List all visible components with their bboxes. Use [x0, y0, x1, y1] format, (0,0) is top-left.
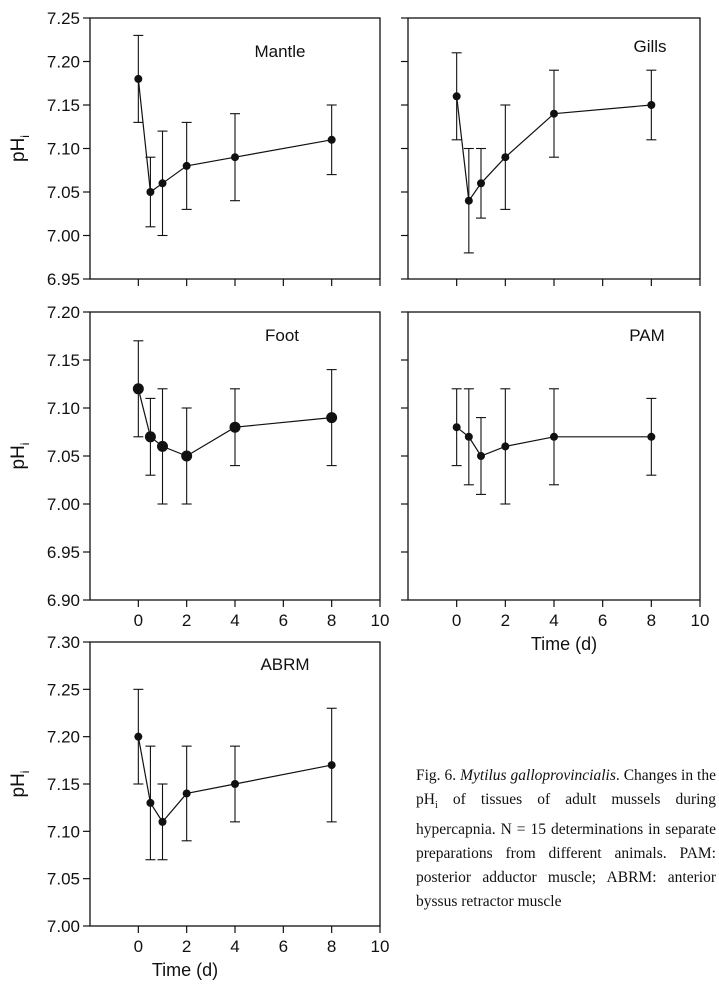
point	[231, 780, 239, 788]
point	[158, 179, 167, 188]
point	[182, 789, 191, 798]
point	[146, 798, 155, 807]
panel-title: Gills	[633, 37, 666, 56]
y-tick-label: 6.95	[47, 543, 80, 562]
x-axis-label: Time (d)	[152, 960, 218, 980]
point	[146, 188, 155, 196]
point	[452, 92, 461, 101]
y-axis-label-text: pH	[8, 773, 29, 797]
x-tick-label: 8	[327, 611, 336, 630]
point	[134, 732, 143, 741]
y-tick-label: 7.15	[47, 96, 80, 115]
point	[231, 153, 239, 162]
x-axis-label: Time (d)	[531, 634, 597, 654]
y-tick-label: 7.00	[47, 495, 80, 514]
x-tick-label: 0	[134, 937, 143, 956]
x-tick-label: 4	[230, 937, 239, 956]
panel-title: PAM	[629, 326, 665, 345]
line	[137, 78, 332, 194]
point	[229, 421, 241, 433]
y-tick-label: 7.20	[47, 303, 80, 322]
point	[134, 74, 143, 83]
panel-title: ABRM	[260, 655, 309, 674]
caption-subscript: i	[434, 800, 438, 812]
y-tick-label: 7.05	[47, 447, 80, 466]
y-axis-label-text: pH	[8, 445, 29, 469]
point	[327, 761, 336, 770]
point	[158, 817, 167, 826]
y-axis-label: pHi	[8, 135, 32, 162]
y-tick-label: 7.05	[47, 183, 80, 202]
x-tick-label: 8	[327, 937, 336, 956]
y-tick-label: 7.25	[47, 680, 80, 699]
y-tick-label: 7.20	[47, 53, 80, 72]
point	[464, 432, 473, 441]
line	[137, 388, 332, 457]
caption-text: . Changes in the pH	[416, 767, 716, 808]
y-axis-label: pHi	[8, 771, 32, 798]
x-tick-label: 2	[182, 937, 191, 956]
point	[464, 196, 473, 205]
x-tick-label: 6	[279, 611, 288, 630]
point	[326, 412, 338, 424]
y-tick-label: 7.30	[47, 633, 80, 652]
panel-title: Mantle	[254, 42, 305, 61]
y-axis-label: pHi	[8, 443, 32, 470]
x-tick-label: 10	[371, 611, 390, 630]
point	[501, 153, 510, 162]
point	[157, 440, 168, 452]
x-tick-label: 10	[691, 611, 710, 630]
x-tick-label: 10	[371, 937, 390, 956]
x-tick-label: 8	[647, 611, 656, 630]
point	[182, 161, 191, 170]
y-tick-label: 7.10	[47, 822, 80, 841]
x-tick-label: 6	[279, 937, 288, 956]
point	[132, 383, 144, 395]
y-axis-label-subscript: i	[18, 135, 32, 138]
caption-text: of tissues of adult mussels during hyper…	[416, 791, 716, 911]
x-tick-label: 0	[452, 611, 461, 630]
y-axis-label-subscript: i	[18, 771, 32, 774]
point	[647, 101, 656, 109]
y-axis-label-text: pH	[8, 138, 29, 162]
point	[477, 179, 485, 188]
point	[327, 135, 336, 144]
x-tick-label: 4	[549, 611, 558, 630]
y-tick-label: 7.25	[47, 9, 80, 28]
y-tick-label: 6.90	[47, 591, 80, 610]
point	[501, 442, 510, 451]
x-tick-label: 6	[598, 611, 607, 630]
point	[452, 423, 461, 432]
y-tick-label: 7.15	[47, 351, 80, 370]
y-tick-label: 7.10	[47, 399, 80, 418]
point	[647, 432, 656, 441]
caption-label: Fig. 6.	[416, 767, 457, 784]
x-tick-label: 0	[134, 611, 143, 630]
y-tick-label: 7.00	[47, 917, 80, 936]
line	[456, 96, 652, 203]
x-tick-label: 2	[501, 611, 510, 630]
point	[181, 450, 193, 462]
y-axis-label-subscript: i	[18, 443, 32, 446]
point	[550, 432, 558, 441]
y-tick-label: 7.10	[47, 140, 80, 159]
point	[550, 109, 558, 118]
y-tick-label: 7.15	[47, 775, 80, 794]
line	[137, 736, 332, 823]
y-tick-label: 7.05	[47, 870, 80, 889]
caption: Fig. 6. Mytilus galloprovincialis. Chang…	[416, 764, 716, 914]
y-tick-label: 7.20	[47, 728, 80, 747]
y-tick-label: 6.95	[47, 270, 80, 289]
panel-title: Foot	[265, 326, 299, 345]
y-tick-label: 7.00	[47, 227, 80, 246]
caption-species: Mytilus galloprovincialis	[460, 767, 616, 784]
x-tick-label: 2	[182, 611, 191, 630]
x-tick-label: 4	[230, 611, 239, 630]
point	[144, 431, 156, 443]
point	[477, 452, 485, 460]
